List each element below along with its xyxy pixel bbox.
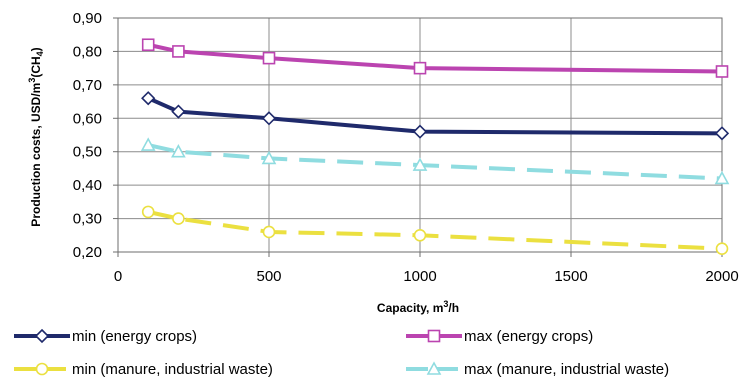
- data-point-triangle: [140, 137, 156, 151]
- legend: min (energy crops) max (energy crops) min …: [14, 328, 669, 378]
- data-point-diamond: [34, 328, 50, 344]
- y-tick-label: 0,40: [73, 177, 102, 194]
- x-axis-title: Capacity, m3/h: [377, 299, 459, 315]
- series-0: [141, 91, 730, 141]
- data-point-diamond: [141, 91, 156, 106]
- x-tick-label: 500: [256, 268, 281, 285]
- data-point-square: [262, 51, 276, 65]
- legend-label: min (manure, industrial waste): [72, 361, 273, 378]
- series-1: [141, 38, 729, 78]
- data-point-diamond: [714, 126, 730, 141]
- legend-entry: max (energy crops): [406, 328, 593, 345]
- y-tick-label: 0,80: [73, 43, 102, 60]
- data-point-triangle: [412, 157, 428, 171]
- data-point-diamond: [412, 124, 428, 139]
- x-tick-label: 0: [114, 268, 122, 285]
- legend-label: min (energy crops): [72, 328, 197, 345]
- legend-label: max (energy crops): [464, 328, 593, 345]
- legend-label: max (manure, industrial waste): [464, 361, 669, 378]
- y-axis-title: Production costs, USD/m3(CH4): [27, 47, 45, 226]
- legend-entry: min (energy crops): [14, 328, 197, 345]
- data-point-triangle: [171, 144, 186, 158]
- x-tick-label: 1000: [403, 268, 436, 285]
- y-tick-label: 0,50: [73, 144, 102, 161]
- data-point-circle: [141, 205, 155, 219]
- data-point-triangle: [714, 170, 730, 185]
- data-point-triangle: [261, 150, 277, 165]
- y-tick-label: 0,30: [73, 211, 102, 228]
- series-layer: [140, 38, 730, 255]
- data-point-triangle: [426, 361, 442, 375]
- data-point-circle: [413, 228, 427, 242]
- legend-entry: min (manure, industrial waste): [14, 361, 273, 378]
- data-point-diamond: [261, 111, 277, 126]
- data-point-square: [141, 38, 155, 52]
- y-tick-label: 0,60: [73, 110, 102, 127]
- y-tick-label: 0,90: [73, 10, 102, 27]
- data-point-square: [715, 65, 729, 78]
- data-point-circle: [35, 362, 49, 376]
- data-point-diamond: [171, 104, 186, 119]
- series-2: [141, 205, 729, 255]
- series-3: [140, 137, 730, 185]
- tick-labels: 0,20 0,30 0,40 0,50 0,60 0,70 0,80 0,90 0 500 1000…: [73, 10, 739, 285]
- data-point-circle: [715, 242, 729, 255]
- data-point-circle: [262, 225, 276, 239]
- data-point-square: [427, 329, 441, 343]
- y-tick-label: 0,70: [73, 77, 102, 94]
- data-point-square: [172, 45, 185, 58]
- y-tick-label: 0,20: [73, 244, 102, 261]
- legend-entry: max (manure, industrial waste): [406, 361, 669, 378]
- data-point-circle: [172, 212, 185, 225]
- x-tick-label: 2000: [705, 268, 738, 285]
- x-tick-label: 1500: [554, 268, 587, 285]
- data-point-square: [413, 61, 427, 75]
